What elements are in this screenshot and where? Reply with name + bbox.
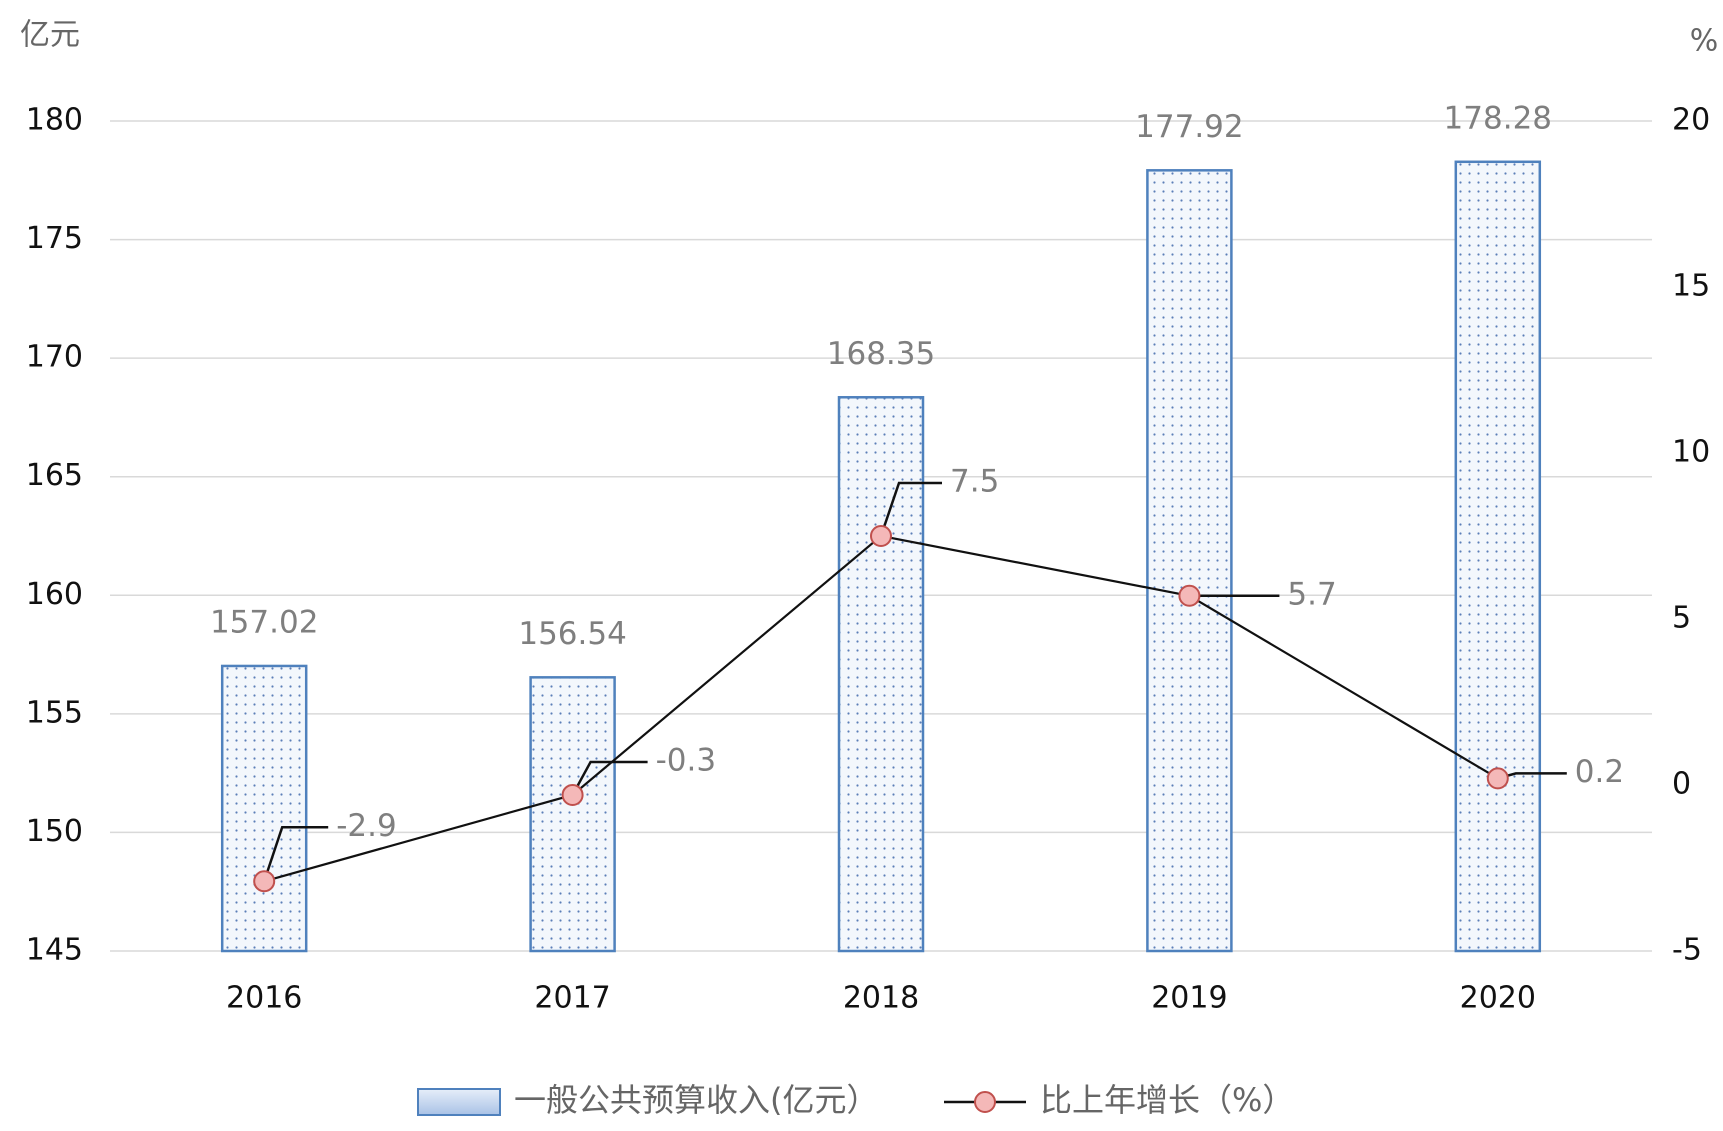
y-axis-title: 亿元 xyxy=(20,18,80,53)
bar xyxy=(1454,160,1542,953)
y2-tick-label: 0 xyxy=(1672,767,1691,802)
y-tick-label: 170 xyxy=(26,340,83,375)
bar-value-label: 178.28 xyxy=(1444,100,1552,136)
x-tick-label: 2019 xyxy=(1151,981,1227,1016)
y-tick-label: 145 xyxy=(26,933,83,968)
line-marker xyxy=(1486,767,1509,790)
y-tick-label: 165 xyxy=(26,458,83,493)
bar-value-label: 168.35 xyxy=(827,336,935,372)
line-marker xyxy=(870,525,892,547)
line-value-label: -2.9 xyxy=(336,808,397,844)
x-tick-label: 2018 xyxy=(843,981,919,1016)
y-tick-label: 175 xyxy=(26,221,83,256)
y-tick-label: 155 xyxy=(26,695,83,730)
legend-swatch xyxy=(974,1091,996,1113)
y2-tick-label: 15 xyxy=(1672,269,1710,304)
bar-value-label: 177.92 xyxy=(1135,109,1243,145)
bar-value-label: 157.02 xyxy=(210,604,318,640)
y2-tick-label: -5 xyxy=(1672,933,1702,968)
y2-tick-label: 5 xyxy=(1672,601,1691,636)
leader-line xyxy=(879,481,942,537)
line-value-label: 5.7 xyxy=(1287,576,1336,612)
leader-line xyxy=(571,760,648,796)
bar xyxy=(220,664,308,953)
line-value-label: 0.2 xyxy=(1575,754,1624,790)
legend-label: 比上年增长（%） xyxy=(1040,1081,1294,1119)
legend-label: 一般公共预算收入(亿元） xyxy=(514,1081,879,1119)
y-tick-label: 180 xyxy=(26,103,83,138)
x-tick-label: 2020 xyxy=(1460,981,1536,1016)
line-marker xyxy=(1178,584,1201,607)
y-tick-label: 150 xyxy=(26,814,83,849)
bar xyxy=(1146,169,1233,953)
line-marker xyxy=(253,870,276,893)
bar xyxy=(837,396,925,953)
leader-line xyxy=(263,826,329,882)
line-value-label: -0.3 xyxy=(656,742,717,778)
y2-tick-label: 10 xyxy=(1672,435,1710,470)
x-tick-label: 2016 xyxy=(226,981,302,1016)
line-value-label: 7.5 xyxy=(950,464,999,500)
y2-axis-title: % xyxy=(1690,24,1719,59)
y-tick-label: 160 xyxy=(26,577,83,612)
legend-swatch xyxy=(417,1088,501,1116)
bar xyxy=(529,676,616,953)
y2-tick-label: 20 xyxy=(1672,103,1710,138)
line-marker xyxy=(561,783,584,806)
bar-value-label: 156.54 xyxy=(518,616,626,652)
x-tick-label: 2017 xyxy=(534,981,610,1016)
